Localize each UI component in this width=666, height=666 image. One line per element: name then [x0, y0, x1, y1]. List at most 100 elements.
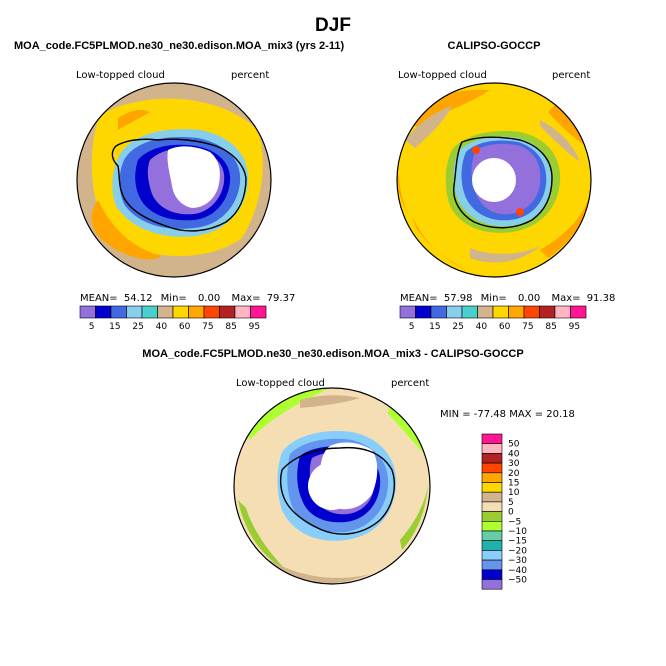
panel3-colorbar-swatch [481, 520, 503, 532]
panel1-colorbar-swatch [203, 305, 220, 319]
panel2-colorbar-tick-label: 5 [409, 322, 415, 332]
panel1-colorbar-tick-label: 5 [89, 322, 95, 332]
panel3-colorbar-tick-label: −15 [508, 537, 527, 547]
panel1-max-label: Max= [231, 293, 260, 304]
panel2-colorbar-swatch [554, 305, 571, 319]
panel3-map [233, 387, 431, 585]
panel3-colorbar-tick-label: −20 [508, 546, 527, 556]
panel3-title: MOA_code.FC5PLMOD.ne30_ne30.edison.MOA_m… [142, 348, 523, 360]
panel1-min-label: Min= [161, 293, 187, 304]
panel3-coastline [279, 446, 396, 535]
panel2-colorbar-swatch [399, 305, 416, 319]
panel1-orange-patch-nw [118, 110, 150, 130]
panel1-colorbar-swatch [79, 305, 96, 319]
panel3-green-streak-3 [238, 500, 288, 572]
panel3-colorbar-tick-label: 20 [508, 469, 520, 479]
panel2-red-spot-1 [472, 146, 480, 154]
panel3-colorbar-tick-label: 50 [508, 440, 520, 450]
panel2-stats: MEAN= 57.98 Min= 0.00 Max= 91.38 [400, 293, 615, 304]
panel2-colorbar-swatch [477, 305, 494, 319]
panel2-colorbar-swatch [461, 305, 478, 319]
panel3-colorbar-swatch [481, 433, 503, 444]
panel3-colorbar-tick-label: 10 [508, 488, 520, 498]
panel2-pole-hole [472, 158, 516, 202]
panel3-green-streak-2 [388, 400, 430, 460]
panel1-coastline [111, 138, 247, 232]
panel1-colorbar-swatch [126, 305, 143, 319]
panel1-colorbar-swatch [188, 305, 205, 319]
panel3-colorbar-tick-label: −40 [508, 566, 527, 576]
panel2-colorbar-swatch [430, 305, 447, 319]
panel2-map [396, 82, 592, 278]
panel3-colorbar-tick-label: −50 [508, 576, 527, 586]
panel3-colorbar-swatch [481, 511, 503, 522]
panel2-colorbar-swatch [446, 305, 463, 319]
panel3-map-boundary [233, 387, 431, 585]
panel2-mean-value: 57.98 [444, 293, 473, 304]
panel3-colorbar-swatch [481, 443, 503, 454]
panel1-colorbar-tick-label: 95 [249, 322, 260, 332]
panel1-units-label: percent [231, 70, 269, 81]
panel3-colorbar-swatch [481, 569, 503, 580]
panel2-mean-label: MEAN= [400, 293, 438, 304]
panel2-colorbar-tick-label: 25 [452, 322, 463, 332]
panel1-colorbar: 5 15 25 40 60 75 85 95 [79, 305, 267, 332]
panel3-colorbar-tick-label: 5 [508, 498, 514, 508]
panel3-tan-streak-1 [300, 395, 360, 408]
panel1-min-value: 0.00 [198, 293, 220, 304]
panel3-colorbar-swatch [481, 559, 503, 571]
panel2-tan-patch-1 [405, 106, 452, 148]
panel2-orange-streak-4 [540, 200, 588, 258]
panel1-colorbar-tick-label: 40 [156, 322, 168, 332]
panel1-colorbar-swatch [110, 305, 127, 319]
panel3-colorbar-swatch [481, 530, 503, 541]
panel2-colorbar-tick-label: 40 [476, 322, 488, 332]
panel3-green-streak-4 [400, 486, 428, 550]
panel2-colorbar-tick-label: 85 [545, 322, 556, 332]
panel2-max-label: Max= [551, 293, 580, 304]
panel2-colorbar-swatch [415, 305, 432, 319]
panel2-tan-patch-3 [470, 246, 540, 263]
panel3-stats: MIN = -77.48 MAX = 20.18 [440, 409, 575, 420]
panel3-units-label: percent [391, 378, 429, 389]
panel1-orange-patch-sw [91, 200, 162, 260]
panel1-colorbar-tick-label: 60 [179, 322, 191, 332]
panel1-variable-label: Low-topped cloud [76, 70, 165, 81]
panel2-variable-label: Low-topped cloud [398, 70, 487, 81]
panel1-colorbar-swatch [157, 305, 174, 319]
panel1-white-interior [167, 146, 220, 208]
panel3-colorbar-tick-label: 30 [508, 459, 520, 469]
panel3-colorbar-swatch [481, 501, 503, 512]
figure-title: DJF [315, 15, 351, 36]
panel1-colorbar-tick-label: 85 [225, 322, 236, 332]
panel1-colorbar-swatch [141, 305, 158, 319]
panel3-colorbar-swatch [481, 579, 503, 590]
panel3-variable-label: Low-topped cloud [236, 378, 325, 389]
panel2-min-value: 0.00 [518, 293, 540, 304]
panel1-colorbar-swatch [172, 305, 189, 319]
panel1-colorbar-tick-label: 25 [132, 322, 143, 332]
panel2-colorbar-swatch [539, 305, 556, 319]
panel2-units-label: percent [552, 70, 590, 81]
panel3-colorbar-swatch [481, 550, 503, 561]
panel3-colorbar-tick-label: 0 [508, 508, 514, 518]
panel3-colorbar-tick-label: −10 [508, 527, 527, 537]
panel3-colorbar-tick-label: 40 [508, 449, 520, 459]
panel3-colorbar-tick-label: −5 [508, 517, 521, 527]
panel3-colorbar-swatch [481, 462, 503, 474]
panel3-colorbar-tick-label: 15 [508, 479, 519, 489]
panel3-colorbar-swatch [481, 491, 503, 503]
panel3-colorbar-swatch [481, 453, 503, 464]
panel3-colorbar-tick-label: −30 [508, 556, 527, 566]
panel3-colorbar-swatch [481, 472, 503, 483]
panel2-min-label: Min= [481, 293, 507, 304]
panel3-pole-hole [308, 462, 356, 510]
panel3-green-streak-1 [240, 388, 330, 440]
panel2-colorbar-tick-label: 15 [429, 322, 440, 332]
panel1-colorbar-swatch [250, 305, 267, 319]
panel2-colorbar-swatch [492, 305, 509, 319]
panel2-colorbar: 5 15 25 40 60 75 85 95 [399, 305, 587, 332]
panel1-map-boundary [76, 82, 272, 278]
panel2-colorbar-tick-label: 95 [569, 322, 580, 332]
